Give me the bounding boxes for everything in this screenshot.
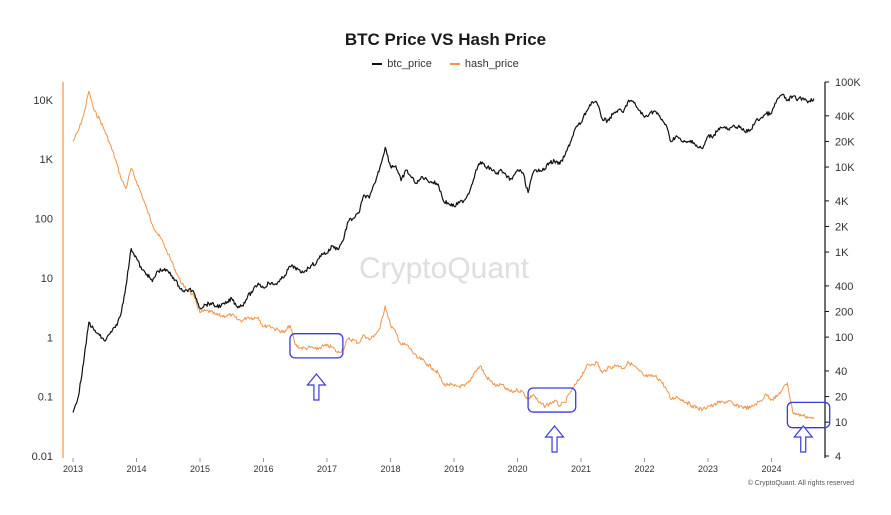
right-tick-label: 10K [835, 162, 855, 174]
x-tick-label: 2023 [698, 464, 718, 474]
x-tick-label: 2015 [190, 464, 210, 474]
left-tick-label: 10K [33, 95, 53, 107]
x-tick-label: 2022 [634, 464, 654, 474]
up-arrow-icon [306, 373, 327, 401]
x-tick-label: 2013 [63, 464, 83, 474]
right-tick-label: 40K [835, 111, 855, 123]
left-tick-label: 100 [35, 214, 53, 226]
left-tick-label: 10 [41, 273, 53, 285]
right-tick-label: 10 [835, 417, 847, 429]
right-tick-label: 2K [835, 221, 849, 233]
right-tick-label: 40 [835, 366, 847, 378]
x-tick-label: 2016 [253, 464, 273, 474]
right-tick-label: 1K [835, 247, 849, 259]
watermark: CryptoQuant [359, 252, 530, 285]
left-tick-label: 1K [40, 154, 54, 166]
x-tick-label: 2017 [317, 464, 337, 474]
legend-swatch-btc-price [372, 63, 383, 65]
right-tick-label: 20 [835, 392, 847, 404]
right-tick-label: 400 [835, 281, 853, 293]
left-tick-label: 0.1 [38, 392, 53, 404]
series-line-hash-price [72, 90, 815, 420]
right-tick-label: 100K [835, 77, 861, 89]
left-tick-label: 1 [47, 332, 53, 344]
legend-item-btc-price[interactable]: btc_price [372, 58, 432, 70]
legend: btc_price hash_price [0, 58, 891, 70]
highlight-box [527, 387, 577, 413]
x-tick-label: 2018 [380, 464, 400, 474]
right-tick-label: 100 [835, 332, 853, 344]
x-tick-label: 2014 [126, 464, 146, 474]
series-line-btc-price [72, 93, 815, 413]
right-tick-label: 4K [835, 196, 849, 208]
x-tick-label: 2021 [571, 464, 591, 474]
legend-label-hash-price: hash_price [464, 58, 519, 70]
legend-item-hash-price[interactable]: hash_price [449, 58, 519, 70]
right-tick-label: 200 [835, 307, 853, 319]
right-tick-label: 20K [835, 136, 855, 148]
right-tick-label: 4 [835, 451, 841, 463]
up-arrow-icon [544, 425, 565, 453]
highlight-box [289, 333, 344, 359]
legend-label-btc-price: btc_price [387, 58, 432, 70]
left-tick-label: 0.01 [32, 451, 53, 463]
chart-title: BTC Price VS Hash Price [344, 30, 547, 49]
x-tick-label: 2019 [444, 464, 464, 474]
highlight-box [786, 401, 831, 429]
legend-swatch-hash-price [449, 63, 460, 65]
x-tick-label: 2020 [507, 464, 527, 474]
copyright-notice: © CryptoQuant. All rights reserved [747, 480, 854, 487]
up-arrow-icon [792, 425, 814, 453]
x-tick-label: 2024 [761, 464, 781, 474]
